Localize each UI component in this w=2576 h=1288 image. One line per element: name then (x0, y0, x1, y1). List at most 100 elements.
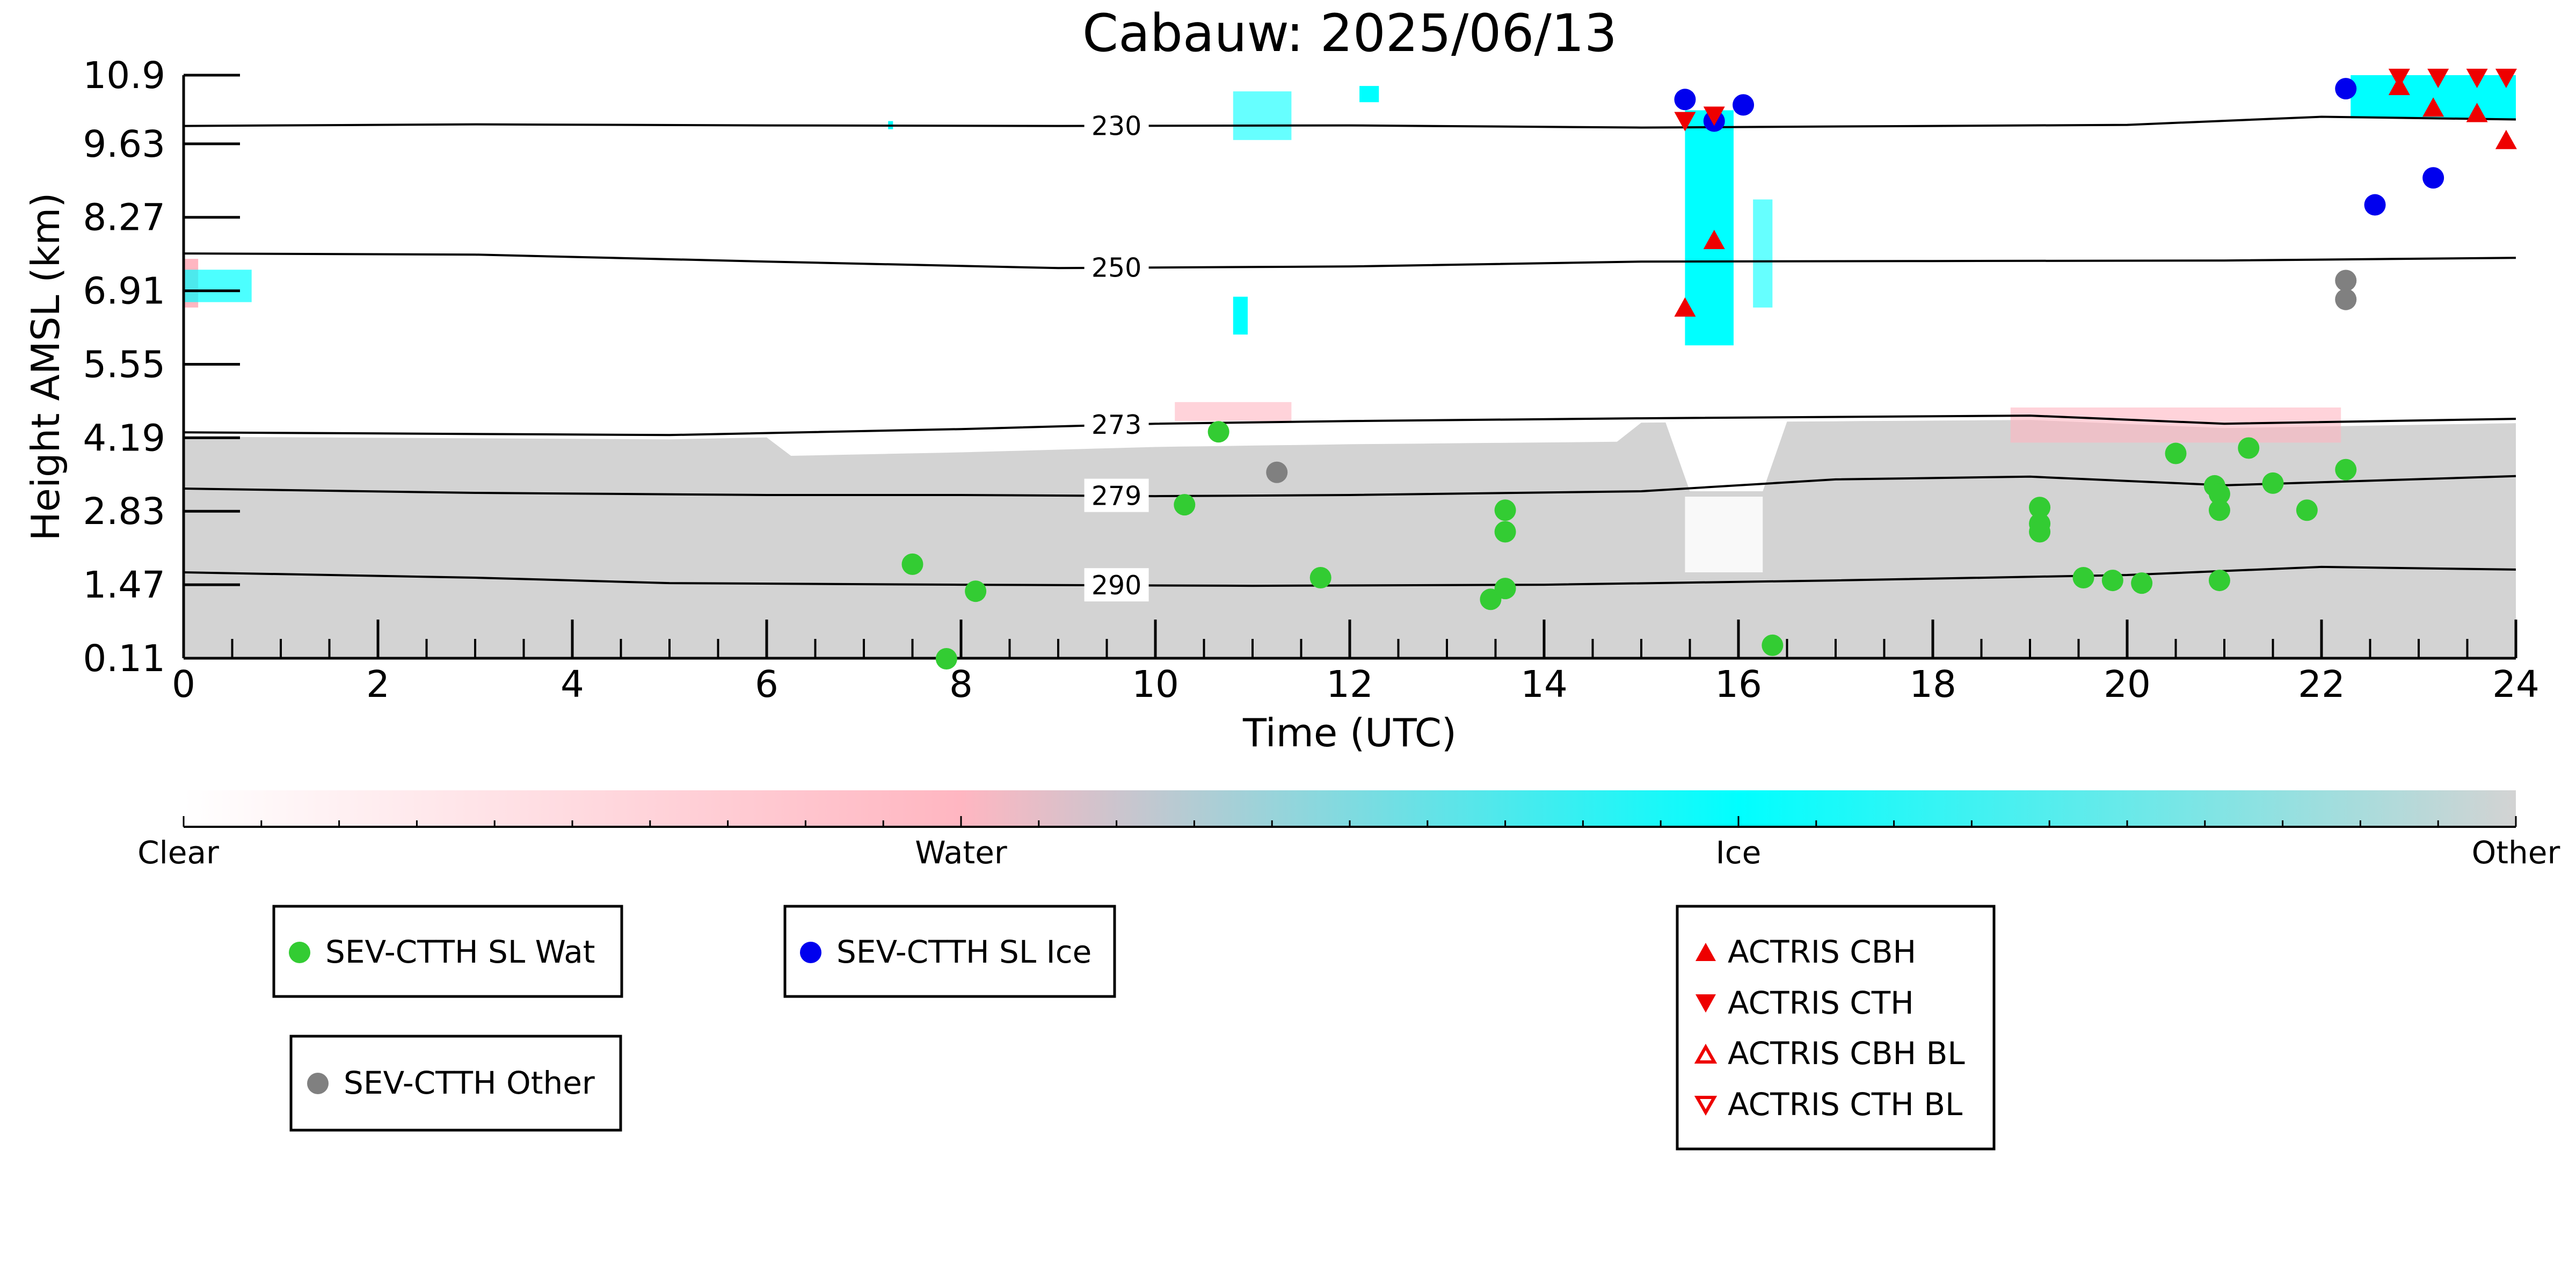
chart-title: Cabauw: 2025/06/13 (1082, 3, 1617, 63)
legend-label-sev-ice: SEV-CTTH SL Ice (836, 934, 1091, 970)
sev-ctth-sl-wat-point (1207, 421, 1229, 443)
isotherm-label-290: 290 (1091, 570, 1142, 601)
legend-marker-actris-cbh (1695, 943, 1716, 961)
legend-sev-ice: SEV-CTTH SL Ice (783, 905, 1116, 998)
colorbar-label-ice: Ice (1716, 834, 1762, 871)
sev-ctth-sl-wat-point (1494, 499, 1516, 521)
sev-ctth-sl-wat-point (1309, 567, 1331, 589)
x-axis-label: Time (UTC) (1242, 710, 1457, 755)
y-tick-label: 10.9 (83, 54, 165, 97)
sev-ctth-sl-wat-point (2335, 459, 2357, 481)
sev-ctth-sl-wat-point (1762, 634, 1784, 656)
x-tick-label: 2 (366, 663, 390, 706)
x-tick-label: 12 (1326, 663, 1373, 706)
isotherm-line-230 (184, 115, 2516, 129)
sev-ctth-sl-wat-point (2101, 570, 2123, 592)
sev-ctth-sl-wat-point (1494, 521, 1516, 543)
sev-ctth-sl-ice-point (1674, 89, 1696, 111)
actris-cbh-point (2422, 97, 2444, 117)
legend-label-sev-wat: SEV-CTTH SL Wat (325, 934, 595, 970)
isotherm-label-273: 273 (1091, 410, 1142, 440)
sev-ctth-sl-wat-point (2208, 499, 2230, 521)
y-tick-label: 1.47 (83, 564, 165, 607)
sev-ctth-sl-wat-point (2072, 567, 2094, 589)
sev-ctth-sl-wat-point (2029, 497, 2051, 519)
sev-ctth-other-point (2335, 270, 2357, 292)
legend-marker-actris-cth-bl (1694, 1096, 1718, 1116)
x-tick-label: 22 (2298, 663, 2345, 706)
sev-ctth-sl-wat-point (2208, 570, 2230, 592)
actris-cth-point (2427, 69, 2449, 89)
x-tick-label: 4 (561, 663, 584, 706)
actris-cth-point (2388, 69, 2410, 89)
sev-ctth-sl-wat-point (935, 648, 957, 670)
actris-cth-point (1703, 106, 1725, 126)
data-markers (901, 69, 2517, 670)
isotherm-label-bg (1084, 407, 1149, 441)
legend-marker-actris-cbh-bl (1694, 1043, 1718, 1064)
legend-actris: ACTRIS CBH ACTRIS CTH ACTRIS CBH BL ACTR… (1676, 905, 1996, 1151)
sev-ctth-sl-ice-point (2422, 167, 2444, 189)
legend-label-actris-cth-bl: ACTRIS CTH BL (1728, 1086, 1962, 1123)
x-tick-label: 0 (172, 663, 195, 706)
legend-sev-other: SEV-CTTH Other (289, 1035, 622, 1132)
x-tick-label: 6 (755, 663, 778, 706)
isotherm-line-279 (184, 475, 2516, 498)
isotherm-line-250 (184, 252, 2516, 270)
sev-ctth-sl-wat-point (2029, 521, 2051, 543)
isotherm-label-bg (1084, 478, 1149, 512)
x-tick-label: 20 (2104, 663, 2151, 706)
isotherm-label-279: 279 (1091, 481, 1142, 512)
ice-region (184, 270, 252, 302)
water-region (2010, 407, 2341, 443)
isotherm-label-250: 250 (1091, 253, 1142, 283)
sev-ctth-other-point (1266, 461, 1288, 483)
sev-ctth-sl-wat-point (2238, 437, 2260, 459)
isotherm-label-bg (1084, 108, 1149, 142)
ice-region (1233, 91, 1292, 140)
actris-cth-point (2495, 69, 2517, 89)
x-tick-label: 10 (1132, 663, 1179, 706)
legend-label-actris-cbh-bl: ACTRIS CBH BL (1728, 1035, 1965, 1072)
actris-cbh-point (2495, 129, 2517, 149)
isotherm-label-bg (1084, 250, 1149, 284)
legend-marker-sev-ice (800, 942, 821, 963)
ice-region (1685, 110, 1734, 346)
sev-ctth-sl-wat-point (965, 580, 987, 602)
axes: 0 2 4 6 8 10 12 14 16 18 20 22 240.111.472.834.195.5… (83, 54, 2539, 706)
cloud-classification-image (184, 75, 2516, 658)
sev-ctth-sl-wat-point (2296, 499, 2318, 521)
x-tick-label: 18 (1909, 663, 1956, 706)
sev-ctth-sl-wat-point (2262, 472, 2284, 494)
actris-cbh-point (1703, 229, 1725, 249)
legend-sev-wat: SEV-CTTH SL Wat (272, 905, 623, 998)
actris-cbh-point (1674, 297, 1696, 317)
x-tick-label: 16 (1715, 663, 1762, 706)
sev-ctth-sl-wat-point (901, 553, 923, 575)
colorbar-ticks (183, 816, 2517, 827)
legend-marker-actris-cth (1695, 994, 1716, 1013)
y-tick-label: 9.63 (83, 123, 165, 166)
ice-region (1233, 296, 1248, 335)
colorbar-label-water: Water (915, 834, 1007, 871)
x-tick-label: 14 (1520, 663, 1568, 706)
sev-ctth-sl-wat-point (2165, 442, 2187, 464)
isotherm-label-230: 230 (1091, 111, 1142, 141)
sev-ctth-sl-ice-point (2364, 194, 2386, 216)
clear-gap (1685, 497, 1763, 572)
ice-region (1359, 86, 1379, 103)
colorbar-label-clear: Clear (137, 834, 219, 871)
sev-ctth-other-point (2335, 288, 2357, 310)
legend-marker-sev-wat (289, 942, 310, 963)
other-cloud-region (184, 420, 2516, 658)
sev-ctth-sl-wat-point (2208, 483, 2230, 505)
isotherm-line-273 (184, 414, 2516, 436)
legend-label-sev-other: SEV-CTTH Other (344, 1065, 595, 1101)
y-tick-label: 8.27 (83, 197, 165, 239)
legend-label-actris-cth: ACTRIS CTH (1728, 985, 1914, 1021)
sev-ctth-sl-wat-point (1174, 494, 1196, 516)
x-tick-label: 24 (2492, 663, 2539, 706)
colorbar-label-other: Other (2472, 834, 2560, 871)
y-tick-label: 0.11 (83, 637, 165, 680)
